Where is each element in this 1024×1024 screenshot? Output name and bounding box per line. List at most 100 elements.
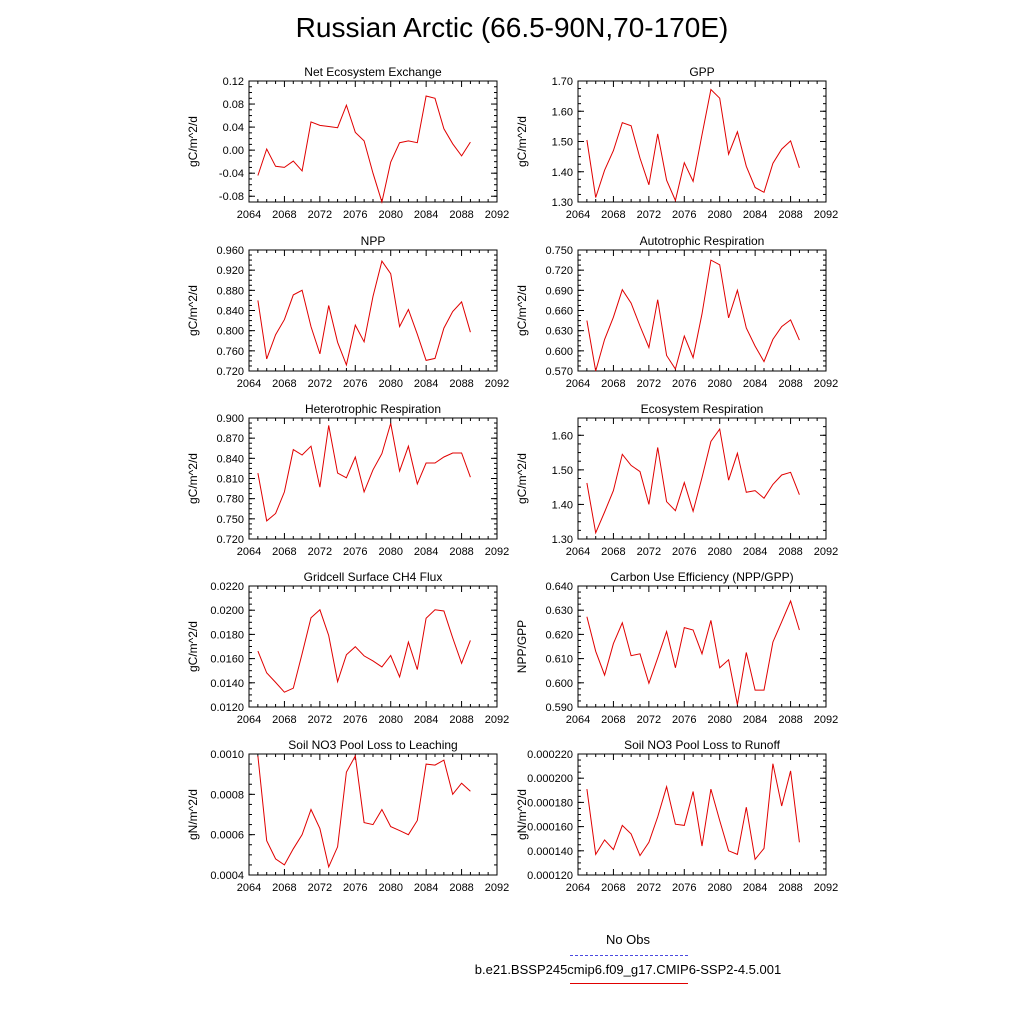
x-tick-label: 2088	[449, 546, 473, 558]
x-tick-label: 2088	[778, 378, 802, 390]
series-line	[257, 754, 471, 869]
series-line	[257, 259, 471, 367]
y-tick-label: 0.0004	[210, 870, 244, 882]
y-tick-label: 0.000180	[527, 797, 573, 809]
panel-title: Ecosystem Respiration	[641, 402, 764, 416]
x-tick-label: 2084	[743, 209, 767, 221]
y-tick-label: 0.590	[545, 702, 573, 714]
x-tick-label: 2080	[378, 209, 402, 221]
y-tick-label: 1.30	[552, 197, 573, 209]
plot-frame	[248, 417, 498, 540]
x-tick-label: 2088	[778, 714, 802, 726]
y-tick-label: 0.0160	[210, 654, 244, 666]
chart-panel-9: Soil NO3 Pool Loss to Leaching gN/m^2/d 20…	[186, 738, 509, 894]
y-tick-label: 1.50	[552, 465, 573, 477]
y-tick-label: 0.08	[223, 99, 244, 111]
y-tick-label: 0.000220	[527, 749, 573, 761]
y-tick-label: 0.690	[545, 285, 573, 297]
x-tick-label: 2080	[707, 882, 731, 894]
y-tick-label: 0.960	[216, 245, 244, 257]
x-tick-label: 2088	[449, 209, 473, 221]
y-tick-label: 1.60	[552, 430, 573, 442]
x-tick-label: 2092	[814, 546, 838, 558]
x-tick-label: 2084	[414, 882, 438, 894]
x-tick-label: 2092	[485, 546, 509, 558]
plot-frame	[248, 249, 498, 372]
y-tick-label: 0.630	[545, 326, 573, 338]
x-tick-label: 2076	[672, 714, 696, 726]
x-tick-label: 2080	[378, 714, 402, 726]
x-tick-label: 2068	[272, 378, 296, 390]
series-line	[586, 88, 800, 203]
x-tick-label: 2072	[308, 378, 332, 390]
y-tick-label: 0.000120	[527, 870, 573, 882]
x-tick-label: 2080	[378, 546, 402, 558]
y-axis-label: gC/m^2/d	[186, 285, 200, 336]
x-tick-label: 2072	[308, 209, 332, 221]
y-tick-label: 1.70	[552, 76, 573, 88]
x-tick-label: 2092	[485, 378, 509, 390]
y-tick-label: 0.840	[216, 453, 244, 465]
y-tick-label: 0.0220	[210, 581, 244, 593]
x-tick-label: 2064	[237, 882, 261, 894]
x-tick-label: 2080	[707, 378, 731, 390]
plot-frame	[248, 585, 498, 708]
x-tick-label: 2088	[449, 882, 473, 894]
x-tick-label: 2068	[601, 882, 625, 894]
x-tick-label: 2088	[449, 378, 473, 390]
y-tick-label: 0.0006	[210, 830, 244, 842]
y-tick-label: 1.50	[552, 137, 573, 149]
x-tick-label: 2080	[378, 882, 402, 894]
y-tick-label: 0.780	[216, 494, 244, 506]
x-tick-label: 2076	[672, 378, 696, 390]
x-tick-label: 2064	[237, 209, 261, 221]
x-tick-label: 2064	[237, 714, 261, 726]
x-tick-label: 2068	[272, 882, 296, 894]
y-tick-label: 0.600	[545, 678, 573, 690]
x-tick-label: 2076	[672, 882, 696, 894]
x-tick-label: 2064	[566, 209, 590, 221]
x-tick-label: 2068	[272, 209, 296, 221]
y-tick-label: 0.660	[545, 306, 573, 318]
x-tick-label: 2068	[272, 714, 296, 726]
x-tick-label: 2084	[743, 378, 767, 390]
legend-obs-line	[570, 955, 688, 956]
x-tick-label: 2064	[237, 378, 261, 390]
y-tick-label: 0.800	[216, 326, 244, 338]
chart-panel-6: Ecosystem Respiration gC/m^2/d 2064 2068 207…	[515, 402, 838, 558]
x-tick-label: 2080	[707, 209, 731, 221]
x-tick-label: 2092	[485, 882, 509, 894]
y-axis-label: gC/m^2/d	[186, 453, 200, 504]
x-tick-label: 2080	[707, 714, 731, 726]
series-line	[257, 95, 471, 204]
x-tick-label: 2076	[343, 714, 367, 726]
panel-title: Soil NO3 Pool Loss to Leaching	[288, 738, 457, 752]
x-tick-label: 2092	[814, 714, 838, 726]
x-tick-label: 2084	[743, 546, 767, 558]
y-tick-label: 0.0010	[210, 749, 244, 761]
x-tick-label: 2088	[778, 882, 802, 894]
legend-model-label: b.e21.BSSP245cmip6.f09_g17.CMIP6-SSP2-4.…	[474, 962, 782, 977]
x-tick-label: 2076	[672, 209, 696, 221]
y-axis-label: gC/m^2/d	[515, 453, 529, 504]
panel-title: NPP	[361, 234, 386, 248]
x-tick-label: 2084	[414, 546, 438, 558]
y-tick-label: 1.40	[552, 167, 573, 179]
plot-frame	[248, 80, 498, 203]
panel-title: Carbon Use Efficiency (NPP/GPP)	[610, 570, 793, 584]
panel-title: Heterotrophic Respiration	[305, 402, 441, 416]
plot-frame	[577, 753, 827, 876]
y-tick-label: 0.04	[223, 122, 244, 134]
x-tick-label: 2064	[237, 546, 261, 558]
plot-frame	[577, 80, 827, 203]
y-tick-label: 0.600	[545, 346, 573, 358]
y-tick-label: 0.870	[216, 433, 244, 445]
y-axis-label: gC/m^2/d	[186, 116, 200, 167]
y-tick-label: 1.30	[552, 534, 573, 546]
chart-panel-2: GPP gC/m^2/d 2064 2068 2072 2076 2080 2084 2088 2…	[515, 65, 838, 221]
x-tick-label: 2092	[485, 209, 509, 221]
y-tick-label: 0.0140	[210, 678, 244, 690]
legend-obs-label: No Obs	[605, 932, 651, 947]
